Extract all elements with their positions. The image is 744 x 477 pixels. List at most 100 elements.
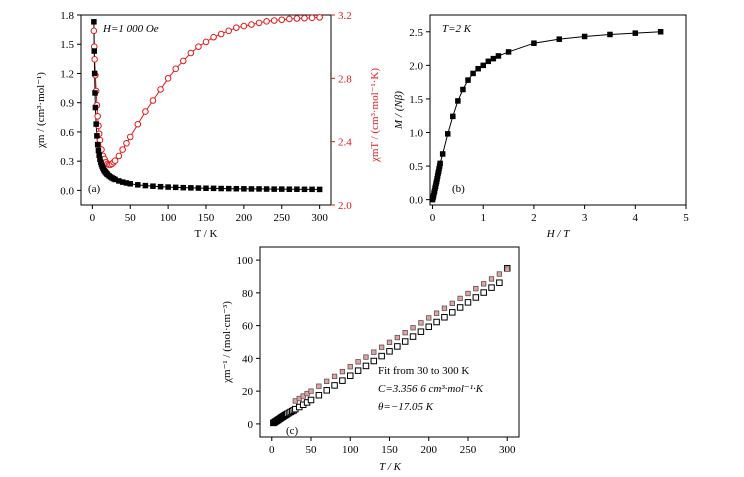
panel-a-chiT-point [195,43,202,50]
panel-a-chi-point [279,186,285,192]
panel-c-data-point [315,391,323,399]
panel-c-fit-point [363,354,369,360]
panel-b-ytick-label: 0.0 [409,195,423,207]
panel-c-fit-point [457,295,463,302]
panel-b-magnetization-point [437,160,443,167]
panel-a-chi-point [94,141,101,148]
panel-b-magnetization-point [450,113,456,120]
panel-b-magnetization-point [495,53,502,59]
panel-a-chi-point [91,70,98,77]
panel-b-xlabel: H / T [546,228,571,240]
panel-a-left-ytick-label: 0.0 [60,185,74,197]
panel-c-data-point [323,387,330,394]
panel-b-ytick-label: 0.5 [409,161,423,173]
panel-b: 0 1 2 3 4 5 0.0 0.5 1.0 1.5 2.0 2.5 T=2 K (b) H / T… [393,14,689,240]
panel-c-fit-point [465,290,471,297]
panel-c-xlabel: T / K [379,461,401,473]
panel-a-chiT-point [164,75,172,82]
panel-a-chiT-point [248,21,255,28]
panel-c-xtick-label: 50 [306,444,318,456]
panel-c-data-point [496,279,503,286]
panel-b-annotation: T=2 K [442,23,472,35]
panel-c-data-point [488,284,495,291]
panel-a-chiT-point [202,38,210,46]
panel-b-magnetization-point [607,31,613,38]
panel-c-fit-point [331,373,338,380]
panel-c-fit-point [355,359,361,365]
panel-b-magnetization-point [455,98,461,104]
panel-b-xtick-label: 3 [582,212,588,224]
panel-a-chi-point [256,186,262,192]
panel-a-chi-point [203,185,209,191]
panel-c-fit-point [386,339,393,345]
panel-a-chi-point [135,182,141,188]
panel-c-ytick-label: 60 [242,321,254,333]
panel-a-chi-point [93,121,99,127]
panel-a-chi-point [316,186,323,193]
panel-a-chiT-point [111,157,119,164]
panel-a-xtick-label: 100 [160,212,177,224]
panel-b-ytick-label: 2.0 [409,60,423,72]
panel-c-xtick-label: 150 [381,444,398,456]
panel-c-annotation-line-2: C=3.356 6 cm³·mol⁻¹·K [378,383,484,395]
panel-b-label: (b) [452,183,465,195]
panel-a-chiT-point [225,27,233,35]
panel-a-chiT-point [149,97,157,104]
panel-a-chiT-point [94,113,101,120]
panel-a-chiT-point [91,56,98,63]
panel-c-data-point [370,357,378,365]
panel-b-magnetization-point [439,151,446,157]
panel-a-chiT-point [210,33,217,41]
panel-b-magnetization-point [465,77,471,83]
panel-c-xtick-label: 200 [420,444,437,456]
panel-a-chiT-point [179,57,187,65]
panel-a-chi-point [92,90,98,96]
panel-a-chi-point [95,147,102,154]
panel-b-xtick-label: 1 [480,212,486,224]
panel-c-data-point [456,304,464,311]
panel-a-ylabel-left: χm / (cm³·mol⁻¹) [35,72,47,149]
panel-b-xtick-label: 2 [531,212,537,224]
panel-c-label: (c) [286,425,299,437]
panel-a-chiT-point [263,18,270,25]
panel-c-data-point [401,338,409,345]
panel-c-fit-point [316,383,322,389]
panel-c-data-point [480,289,487,296]
panel-c-fit-point [496,271,503,277]
panel-b-magnetization-point [505,49,512,55]
panel-b-magnetization-point [632,30,639,36]
panel-c-data-point [339,377,346,384]
panel-c-data-point [425,323,432,331]
panel-a-right-ytick-label: 2.4 [338,137,352,149]
panel-c-xtick-label: 0 [269,444,275,456]
panel-c-ytick-label: 80 [242,288,254,300]
panel-c-fit-point [441,305,448,311]
panel-b-ylabel: M / (Nβ) [393,91,405,130]
panel-a-chiT-point [233,24,240,31]
panel-a: 0 50 100 150 200 250 300 0.0 0.3 0.6 0.9 1.2 1.5 1.8 2… [35,10,381,240]
panel-b-plot-area [429,29,664,203]
panel-c-data-point [449,309,456,316]
panel-b-ytick-label: 1.5 [409,94,423,106]
panel-c-fit-point [418,320,424,326]
panel-a-chi-point [91,48,98,54]
panel-c-ticks: 0 50 100 150 200 250 300 0 20 40 60 80 100 [237,255,516,456]
panel-a-plot-area [90,14,323,193]
panel-b-magnetization-point [581,33,588,40]
panel-b-magnetization-line [432,31,661,200]
panel-c-xtick-label: 100 [342,444,359,456]
panel-a-chi-point [195,185,202,191]
panel-a-chiT-point [240,22,248,30]
panel-c-fit-point [371,349,377,355]
panel-c-data-point [409,333,417,340]
panel-c-data-point [433,318,440,326]
panel-c-fit-point [488,276,495,282]
panel-a-right-ytick-label: 2.8 [338,73,352,85]
panel-a-chiT-point [293,15,301,22]
panel-a-right-ytick-label: 3.2 [338,10,352,22]
panel-a-chiT-point [255,19,263,27]
panel-a-xlabel: T / K [194,228,217,240]
panel-a-left-ytick-label: 0.6 [60,127,74,139]
panel-c-data-point [472,294,480,301]
